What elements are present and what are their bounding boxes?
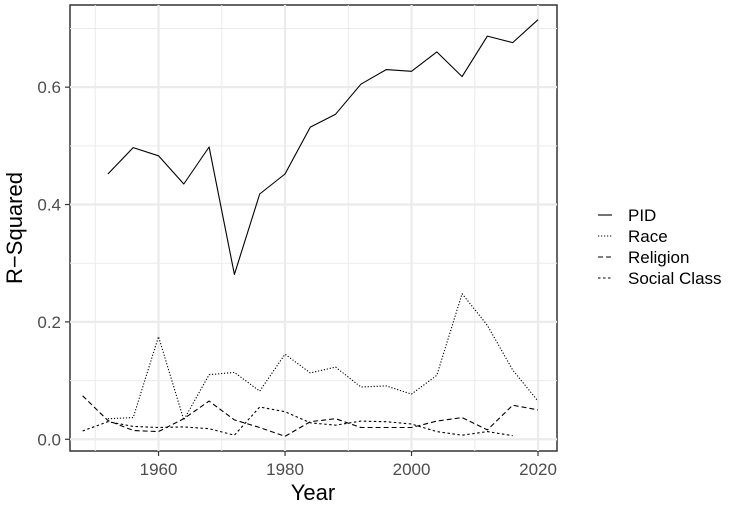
gridlines	[70, 5, 557, 451]
legend-label: Race	[628, 227, 668, 246]
legend: PID Race Religion Social Class	[598, 206, 722, 288]
y-tick-label: 0.2	[37, 313, 61, 332]
x-tick-label: 1980	[266, 460, 304, 479]
series-line-social-class	[82, 406, 513, 437]
legend-label: Religion	[628, 248, 689, 267]
y-tick-label: 0.0	[37, 430, 61, 449]
y-axis-title: R−Squared	[2, 172, 27, 284]
plot-panel	[69, 4, 558, 452]
x-axis-title: Year	[291, 480, 335, 505]
x-tick-label: 1960	[140, 460, 178, 479]
y-tick-label: 0.6	[37, 78, 61, 97]
series-lines	[82, 19, 539, 437]
axis-ticks: 1960 1980 2000 2020 0.0 0.2 0.4 0.6	[37, 78, 557, 479]
series-line-race	[107, 293, 539, 421]
legend-label: Social Class	[628, 269, 722, 288]
legend-label: PID	[628, 206, 656, 225]
series-line-pid	[107, 19, 539, 275]
y-tick-label: 0.4	[37, 196, 61, 215]
x-tick-label: 2000	[393, 460, 431, 479]
x-tick-label: 2020	[519, 460, 557, 479]
